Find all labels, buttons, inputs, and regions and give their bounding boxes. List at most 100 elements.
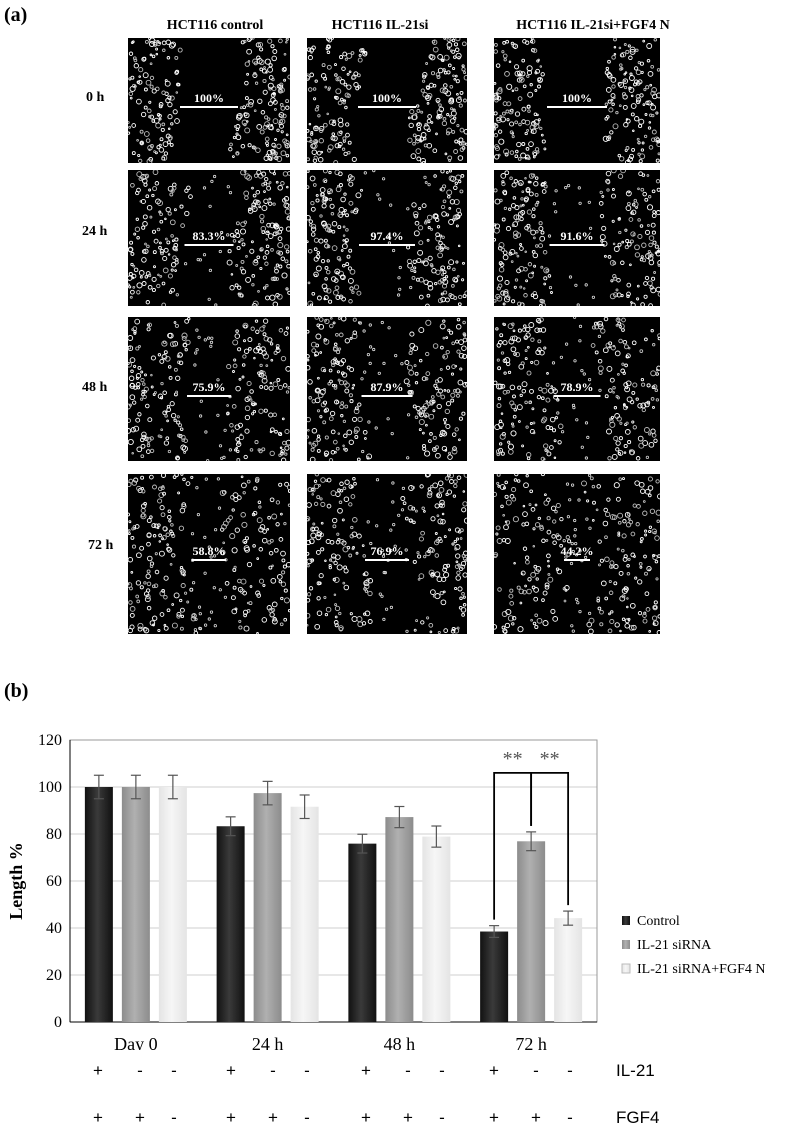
error-bar xyxy=(394,805,405,829)
micrograph-24h-col1: 83.3% xyxy=(128,170,290,306)
treatment-sign: + xyxy=(135,1108,145,1127)
micrograph-72h-col2: 76.9% xyxy=(307,474,467,634)
y-tick-label: 20 xyxy=(46,967,62,984)
bar-il-21-sirna-72-h xyxy=(517,841,546,1022)
wound-percent-label: 100% xyxy=(562,91,592,105)
column-header-il21si-fgf4: HCT116 IL-21si+FGF4 N xyxy=(516,18,670,33)
treatment-label-il21: IL-21 xyxy=(616,1061,655,1080)
error-bar xyxy=(130,774,141,800)
error-bar xyxy=(93,774,104,800)
treatment-sign: - xyxy=(137,1061,143,1080)
y-tick-label: 100 xyxy=(38,779,62,796)
error-bar xyxy=(167,774,178,800)
row-header-0h: 0 h xyxy=(86,90,105,105)
wound-percent-label: 91.6% xyxy=(561,229,594,243)
legend-swatch xyxy=(621,963,631,974)
wound-percent-label: 76.9% xyxy=(371,544,404,558)
bar-control-48-h xyxy=(348,843,377,1022)
micrograph-48h-col1: 75.9% xyxy=(128,317,290,461)
bar-il-21-sirna-fgf4-n-72-h xyxy=(554,918,583,1022)
micrograph-0h-col1: 100% xyxy=(128,38,290,163)
row-header-48h: 48 h xyxy=(82,380,108,395)
treatment-sign: + xyxy=(489,1108,499,1127)
treatment-sign: - xyxy=(270,1061,276,1080)
x-tick-label: 24 h xyxy=(252,1034,284,1050)
bar-il-21-sirna-fgf4-n-24-h xyxy=(290,806,319,1022)
micrograph-48h-col3: 78.9% xyxy=(494,317,660,461)
treatment-sign: - xyxy=(533,1061,539,1080)
micrograph-72h-col1: 58.8% xyxy=(128,474,290,634)
treatment-sign: - xyxy=(171,1061,177,1080)
error-bar xyxy=(299,794,310,820)
wound-percent-label: 83.3% xyxy=(193,229,226,243)
treatment-sign: + xyxy=(268,1108,278,1127)
treatment-sign: + xyxy=(93,1061,103,1080)
micrograph-0h-col3: 100% xyxy=(494,38,660,163)
treatment-sign: + xyxy=(361,1061,371,1080)
significance-label: ** xyxy=(503,748,523,770)
micrograph-48h-col2: 87.9% xyxy=(307,317,467,461)
error-bar xyxy=(357,833,368,854)
treatment-sign: - xyxy=(567,1061,573,1080)
wound-percent-label: 100% xyxy=(194,91,224,105)
treatment-sign: - xyxy=(171,1108,177,1127)
wound-percent-label: 78.9% xyxy=(561,380,594,394)
wound-percent-label: 87.9% xyxy=(371,380,404,394)
bar-il-21-sirna-fgf4-n-day-0 xyxy=(158,787,187,1022)
treatment-sign: + xyxy=(226,1061,236,1080)
treatment-sign: + xyxy=(226,1108,236,1127)
y-tick-label: 80 xyxy=(46,826,62,843)
legend-label: IL-21 siRNA xyxy=(637,938,712,953)
treatment-sign: - xyxy=(304,1108,310,1127)
micrograph-0h-col2: 100% xyxy=(307,38,467,163)
legend-label: IL-21 siRNA+FGF4 N xyxy=(637,962,765,977)
panel-b-label: (b) xyxy=(4,680,29,702)
wound-percent-label: 75.9% xyxy=(193,380,226,394)
row-header-72h: 72 h xyxy=(88,538,114,553)
error-bar xyxy=(262,780,273,806)
error-bar xyxy=(431,825,442,848)
row-header-24h: 24 h xyxy=(82,224,108,239)
treatment-sign: - xyxy=(439,1061,445,1080)
x-tick-label: 72 h xyxy=(515,1034,547,1050)
y-tick-label: 40 xyxy=(46,920,62,937)
treatment-sign: + xyxy=(531,1108,541,1127)
significance-bracket xyxy=(530,772,570,906)
bar-control-24-h xyxy=(216,826,245,1022)
significance-label: ** xyxy=(540,748,560,770)
y-tick-label: 120 xyxy=(38,732,62,749)
treatment-sign: - xyxy=(405,1061,411,1080)
bar-control-day-0 xyxy=(84,787,113,1022)
wound-percent-label: 58.8% xyxy=(193,544,226,558)
y-tick-label: 60 xyxy=(46,873,62,890)
bar-il-21-sirna-24-h xyxy=(253,793,282,1022)
wound-percent-label: 44.2% xyxy=(561,544,594,558)
y-tick-label: 0 xyxy=(54,1014,62,1031)
wound-percent-label: 100% xyxy=(372,91,402,105)
x-tick-label: 48 h xyxy=(384,1034,416,1050)
error-bar xyxy=(526,831,537,852)
treatment-sign: + xyxy=(93,1108,103,1127)
bar-il-21-sirna-fgf4-n-48-h xyxy=(422,836,451,1022)
treatment-sign: + xyxy=(403,1108,413,1127)
treatment-label-fgf4: FGF4 xyxy=(616,1108,660,1127)
legend-label: Control xyxy=(637,914,680,929)
legend-swatch xyxy=(622,940,630,949)
treatment-sign: - xyxy=(304,1061,310,1080)
bar-control-72-h xyxy=(480,931,509,1022)
treatment-sign: - xyxy=(567,1108,573,1127)
legend-swatch xyxy=(622,916,630,925)
error-bar xyxy=(563,910,574,926)
bar-chart: 0 20 40 60 80 100 120 Length % Day 0 24 h 48 h 72 h… xyxy=(6,732,765,1050)
micrograph-24h-col3: 91.6% xyxy=(494,170,660,306)
micrograph-24h-col2: 97.4% xyxy=(307,170,467,306)
error-bar xyxy=(225,816,236,837)
x-tick-label: Day 0 xyxy=(114,1034,158,1050)
micrograph-72h-col3: 44.2% xyxy=(494,474,660,634)
column-header-il21si: HCT116 IL-21si xyxy=(331,18,429,33)
bar-il-21-sirna-day-0 xyxy=(121,787,150,1022)
treatment-sign: - xyxy=(439,1108,445,1127)
treatment-sign: + xyxy=(489,1061,499,1080)
y-axis-label: Length % xyxy=(6,842,26,920)
column-header-control: HCT116 control xyxy=(166,18,264,33)
